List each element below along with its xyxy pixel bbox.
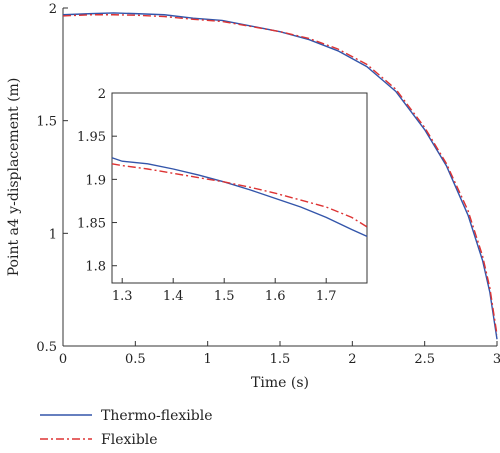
inset-x-tick-label: 1.4 bbox=[163, 289, 184, 304]
inset-series-line-thermo-flexible bbox=[111, 157, 368, 237]
inset-y-ticks: 1.8 1.85 1.9 1.95 2 bbox=[77, 87, 117, 275]
main-x-tick-label: 0.5 bbox=[125, 352, 146, 367]
inset-frame bbox=[111, 92, 368, 284]
main-x-tick-label: 1.5 bbox=[270, 352, 291, 367]
legend: Thermo-flexible Flexible bbox=[40, 408, 213, 448]
main-x-tick-label: 1 bbox=[204, 352, 212, 367]
legend-item-thermo-flexible: Thermo-flexible bbox=[40, 408, 213, 424]
main-x-tick-label: 0 bbox=[59, 352, 67, 367]
inset-y-tick-label: 1.85 bbox=[77, 217, 106, 232]
main-x-tick-label: 2 bbox=[348, 352, 356, 367]
inset-y-tick-label: 1.95 bbox=[77, 130, 106, 145]
main-y-tick-label: 2 bbox=[49, 2, 57, 17]
main-series-line-flexible bbox=[62, 14, 498, 335]
inset-x-tick-label: 1.6 bbox=[265, 289, 286, 304]
legend-label-thermo-flexible: Thermo-flexible bbox=[101, 408, 213, 424]
main-x-tick-label: 2.5 bbox=[414, 352, 435, 367]
inset-x-tick-label: 1.3 bbox=[112, 289, 133, 304]
main-y-ticks: 0.5 1 1.5 2 bbox=[36, 2, 68, 355]
main-series-lines bbox=[62, 12, 498, 340]
main-x-tick-label: 3 bbox=[493, 352, 500, 367]
inset-x-tick-label: 1.5 bbox=[214, 289, 235, 304]
main-series-line-thermo-flexible bbox=[62, 12, 498, 340]
inset-x-tick-label: 1.7 bbox=[316, 289, 337, 304]
inset-y-tick-label: 1.9 bbox=[85, 173, 106, 188]
inset-series-lines bbox=[111, 157, 368, 237]
main-y-tick-label: 1.5 bbox=[36, 115, 57, 130]
main-x-ticks: 0 0.5 1 1.5 2 2.5 3 bbox=[59, 341, 500, 367]
main-y-tick-label: 1 bbox=[49, 227, 57, 242]
inset-y-tick-label: 1.8 bbox=[85, 260, 106, 275]
inset-y-tick-label: 2 bbox=[98, 87, 106, 102]
inset-x-ticks: 1.3 1.4 1.5 1.6 1.7 bbox=[112, 278, 337, 304]
inset-plot: 1.3 1.4 1.5 1.6 1.7 1.8 1.85 1.9 1.95 2 bbox=[77, 87, 368, 304]
legend-item-flexible: Flexible bbox=[40, 432, 158, 448]
legend-label-flexible: Flexible bbox=[101, 432, 158, 448]
x-axis-title: Time (s) bbox=[251, 375, 309, 391]
y-axis-title: Point a4 y-displacement (m) bbox=[6, 78, 22, 277]
main-plot: 0 0.5 1 1.5 2 2.5 3 0.511.52 Time (s) Point a4… bbox=[6, 2, 500, 391]
main-y-tick-label: 0.5 bbox=[36, 340, 57, 355]
